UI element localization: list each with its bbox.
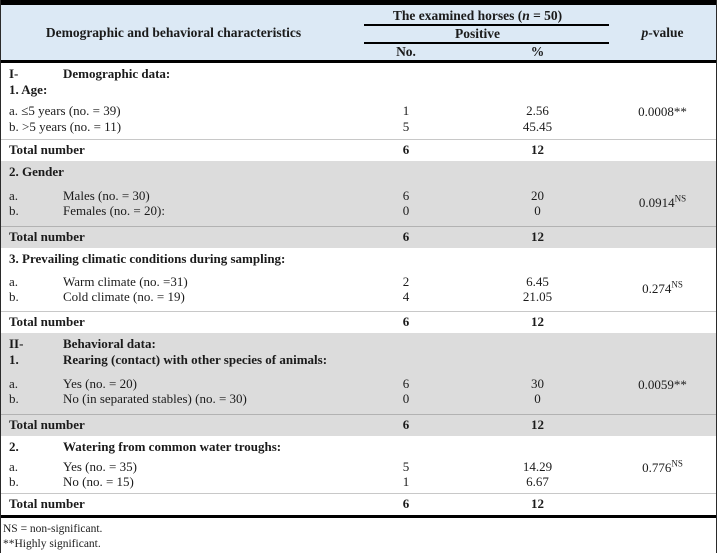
cell-pvalue: 0.0008** — [638, 104, 687, 119]
table-top-border — [1, 0, 716, 5]
section-gender: 2. Gender a. Males (no. = 30) 6 20 0.0914… — [1, 161, 716, 248]
cell-percent: 6.45 — [526, 273, 549, 289]
cell-percent: 12 — [531, 417, 544, 432]
section-heading: 2. Gender — [9, 164, 64, 179]
total-label: Total number — [9, 314, 85, 329]
cell-percent: 45.45 — [522, 118, 553, 134]
cell-percent: 12 — [531, 229, 544, 244]
total-row: Total number 6 12 — [1, 414, 716, 436]
section-heading: I- Demographic data: — [9, 66, 171, 81]
section-heading: 3. Prevailing climatic conditions during… — [9, 251, 286, 266]
characteristics-label: Demographic and behavioral characteristi… — [45, 25, 302, 40]
total-label: Total number — [9, 496, 85, 511]
column-header-characteristics: Demographic and behavioral characteristi… — [1, 5, 346, 61]
cell-percent: 2.56 — [526, 103, 549, 118]
section-rows: a. Yes (no. = 20) 6 30 0.0059** b. No (in … — [1, 376, 716, 407]
cell-no: 6 — [402, 142, 410, 157]
section-watering: 2. Watering from common water troughs: a.… — [1, 436, 716, 515]
header-rule — [364, 24, 609, 26]
cell-pvalue: 0.0059** — [638, 376, 687, 392]
cell-no: 5 — [402, 118, 410, 134]
cell-no: 1 — [402, 474, 410, 489]
cell-percent: 12 — [531, 314, 544, 329]
cell-percent: 30 — [531, 375, 544, 391]
cell-percent: 0 — [534, 203, 541, 218]
total-label: Total number — [9, 229, 85, 244]
section-rows: a. ≤5 years (no. = 39) 1 2.56 0.0008** b… — [1, 103, 716, 134]
row-label: a. Yes (no. = 20) — [9, 375, 137, 391]
cell-percent: 14.29 — [522, 458, 553, 474]
cell-no: 6 — [402, 314, 410, 329]
row-label: b. Cold climate (no. = 19) — [9, 289, 185, 304]
cell-percent: 12 — [531, 142, 544, 157]
section-demographic-age: I- Demographic data: 1. Age: a. ≤5 years … — [1, 63, 716, 161]
row-label: a. Warm climate (no. =31) — [9, 273, 188, 289]
column-header-no: No. — [396, 44, 416, 59]
footnote-ns: NS = non-significant. — [3, 523, 103, 535]
cell-no: 6 — [402, 375, 410, 391]
column-group-examined-horses: The examined horses (n = 50) Positive No… — [346, 5, 609, 61]
section-rows: a. Yes (no. = 35) 5 14.29 0.776NS b. No (n… — [1, 459, 716, 490]
cell-no: 5 — [402, 458, 410, 474]
cell-no: 6 — [402, 229, 410, 244]
table-bottom-border — [1, 515, 716, 518]
cell-no: 6 — [402, 187, 410, 203]
row-label: b. >5 years (no. = 11) — [9, 118, 122, 134]
section-headings: II- Behavioral data: 1. Rearing (contact) … — [1, 336, 716, 368]
row-label: a. ≤5 years (no. = 39) — [9, 103, 121, 118]
cell-percent: 6.67 — [526, 474, 549, 489]
section-heading: 2. Watering from common water troughs: — [9, 439, 282, 454]
cell-pvalue: 0.274NS — [642, 279, 683, 296]
table-header: Demographic and behavioral characteristi… — [1, 5, 716, 60]
cell-no: 2 — [402, 273, 410, 289]
section-climatic-conditions: 3. Prevailing climatic conditions during… — [1, 248, 716, 333]
section-heading: 1. Age: — [9, 82, 48, 97]
cell-percent: 12 — [531, 496, 544, 511]
cell-no: 1 — [402, 103, 410, 118]
header-divider — [1, 60, 716, 63]
subcolumn-headers: No. % — [346, 44, 609, 61]
section-behavioral-rearing: II- Behavioral data: 1. Rearing (contact) … — [1, 333, 716, 436]
cell-pvalue: 0.776NS — [642, 458, 683, 475]
section-headings: I- Demographic data: 1. Age: — [1, 66, 716, 98]
positive-label: Positive — [455, 26, 500, 41]
header-rule — [364, 42, 609, 44]
row-label: a. Males (no. = 30) — [9, 187, 150, 203]
row-label: b. No (no. = 15) — [9, 474, 134, 489]
row-label: b. Females (no. = 20): — [9, 203, 165, 218]
row-label: a. Yes (no. = 35) — [9, 458, 137, 474]
section-heading: 1. Rearing (contact) with other species o… — [9, 352, 328, 367]
total-label: Total number — [9, 142, 85, 157]
cell-no: 6 — [402, 496, 410, 511]
column-header-percent: % — [530, 44, 545, 59]
section-rows: a. Warm climate (no. =31) 2 6.45 0.274NS … — [1, 274, 716, 305]
section-rows: a. Males (no. = 30) 6 20 0.0914NS b. Femal… — [1, 188, 716, 219]
section-heading: II- Behavioral data: — [9, 336, 156, 351]
total-row: Total number 6 12 — [1, 226, 716, 248]
footnote-highly-significant: **Highly significant. — [3, 537, 101, 550]
cell-no: 0 — [402, 391, 410, 406]
total-row: Total number 6 12 — [1, 493, 716, 515]
examined-horses-label: The examined horses (n = 50) — [392, 8, 563, 23]
column-header-pvalue: p -value — [641, 25, 684, 40]
cell-pvalue: 0.0914NS — [638, 193, 687, 210]
cell-no: 0 — [402, 203, 410, 218]
total-row: Total number 6 12 — [1, 311, 716, 333]
cell-percent: 21.05 — [522, 289, 553, 304]
total-row: Total number 6 12 — [1, 139, 716, 161]
cell-percent: 20 — [531, 187, 544, 203]
cell-no: 4 — [402, 289, 410, 304]
row-label: b. No (in separated stables) (no. = 30) — [9, 391, 247, 406]
footnotes: NS = non-significant. **Highly significa… — [1, 518, 716, 551]
cell-no: 6 — [402, 417, 410, 432]
total-label: Total number — [9, 417, 85, 432]
cell-percent: 0 — [534, 391, 541, 406]
